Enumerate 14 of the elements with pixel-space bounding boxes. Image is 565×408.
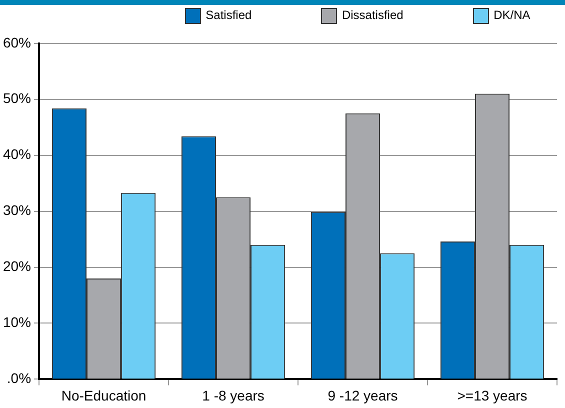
x-tick-label: 1 -8 years	[202, 387, 264, 404]
x-tick-label: No-Education	[61, 387, 146, 404]
y-tick-label: 20%	[2, 258, 32, 274]
y-tick-label: 40%	[2, 146, 32, 162]
y-tick-label: 60%	[2, 34, 32, 50]
y-tick-label: .0%	[6, 370, 32, 386]
legend-label: Satisfied	[204, 8, 252, 24]
y-tick-label: 30%	[2, 202, 32, 218]
y-tick-label: 10%	[2, 314, 32, 330]
legend-label: DK/NA	[492, 8, 530, 24]
x-tick-label: 9 -12 years	[328, 387, 398, 404]
x-tick-label: >=13 years	[457, 387, 528, 404]
y-tick-label: 50%	[2, 90, 32, 106]
legend-label: Dissatisfied	[340, 8, 404, 24]
